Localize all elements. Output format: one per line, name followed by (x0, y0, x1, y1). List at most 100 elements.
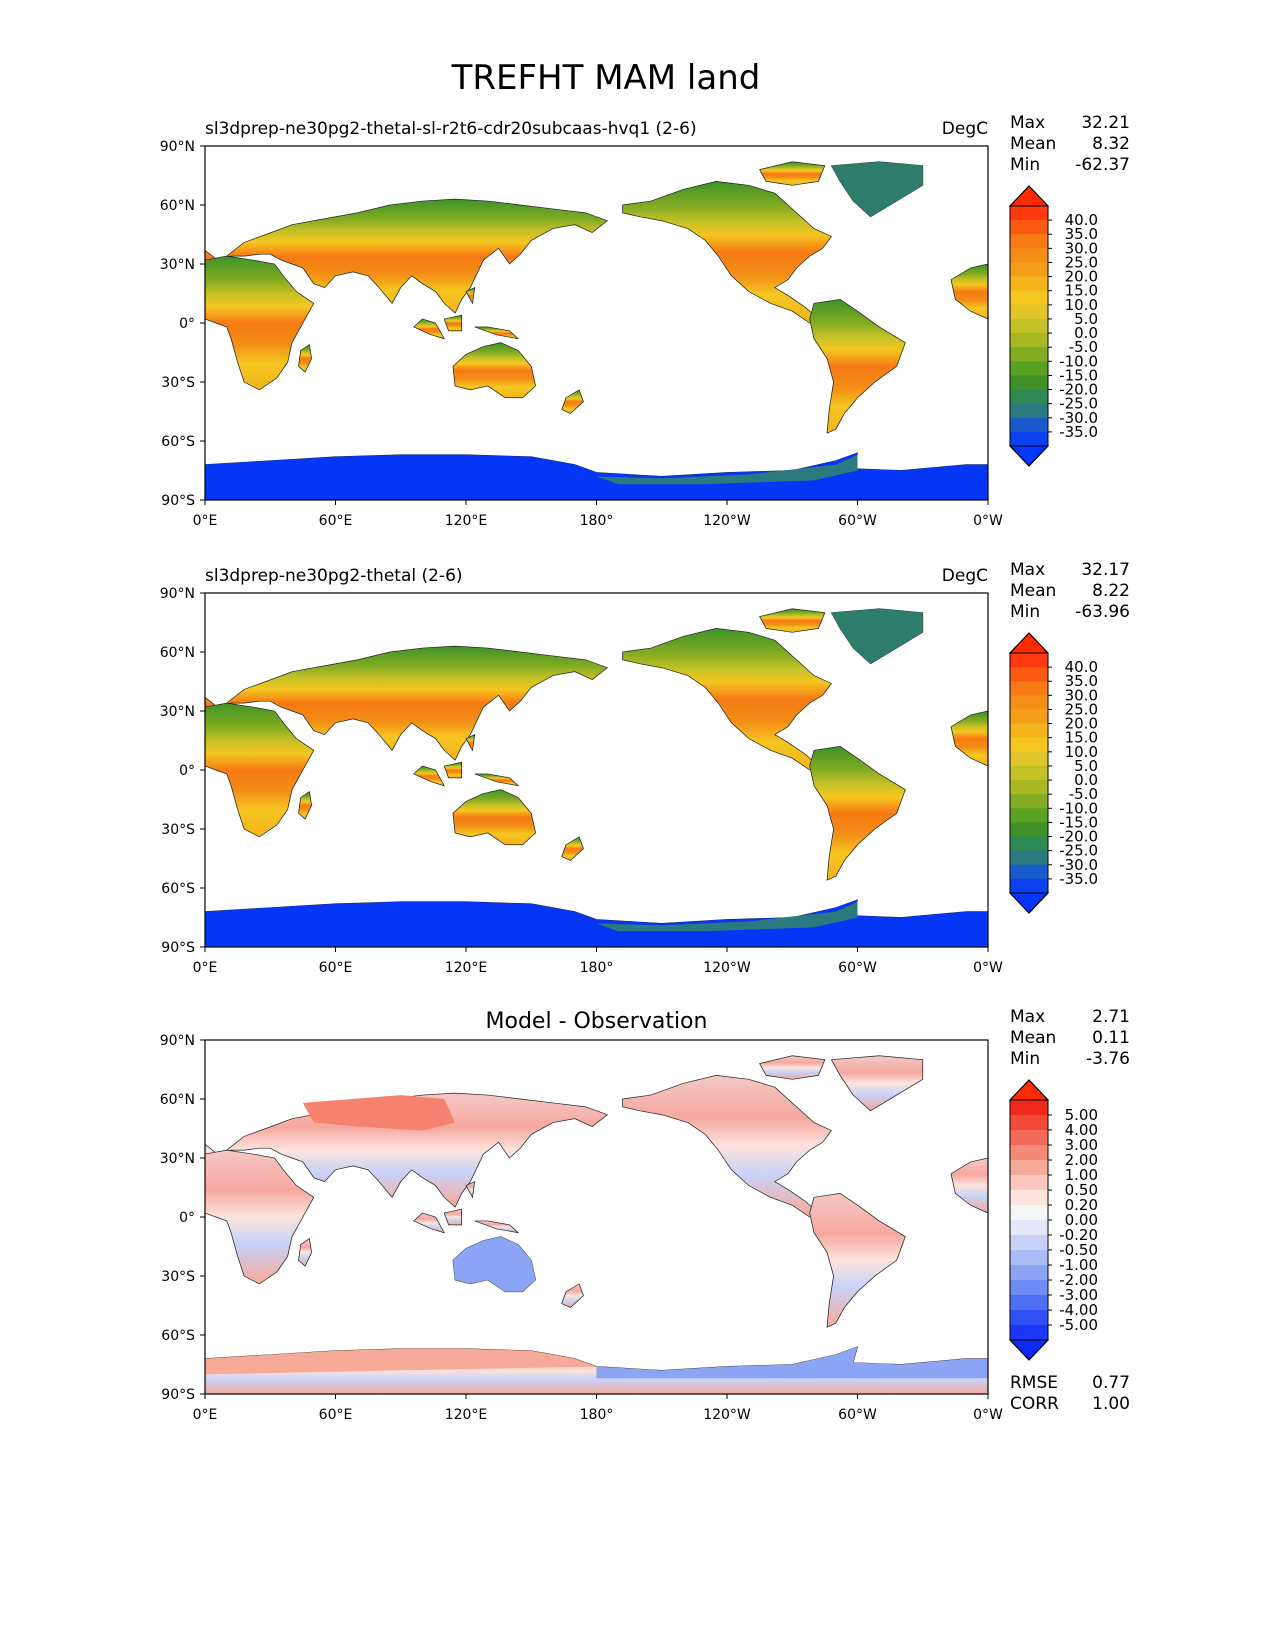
colorbar-label: -35.0 (1059, 423, 1098, 441)
lat-tick-label: 30°S (161, 1269, 195, 1285)
map-panel-3: 90°N 60°N 30°N 0° 30°S 60°S 90°S 0°E 60°E 120°E 18… (160, 1007, 1130, 1423)
lon-tick-label: 120°W (703, 1407, 751, 1423)
colorbar-segment (1010, 1145, 1048, 1161)
colorbar-top-extend (1008, 1079, 1050, 1101)
colorbar-label: 15.0 (1065, 729, 1098, 747)
colorbar-segment (1010, 808, 1048, 823)
stat-value: 32.21 (1081, 113, 1130, 133)
colorbar-segment (1010, 1280, 1048, 1296)
colorbar-label: 40.0 (1065, 658, 1098, 676)
lat-tick-label: 0° (179, 1210, 195, 1226)
colorbar-label: -35.0 (1059, 870, 1098, 888)
lat-tick-label: 30°N (160, 704, 195, 720)
colorbar-segment (1010, 751, 1048, 767)
colorbar-top-extend (1008, 632, 1050, 654)
colorbar-label: 35.0 (1065, 672, 1098, 690)
colorbar-segment (1010, 878, 1048, 894)
antarctica-diff-west (596, 1346, 988, 1379)
stat-label: Mean (1010, 134, 1056, 154)
colorbar-segment (1010, 304, 1048, 320)
colorbar-label: 25.0 (1065, 253, 1098, 271)
lon-tick-label: 120°E (445, 960, 488, 976)
colorbar-label: 0.00 (1065, 1211, 1098, 1229)
colorbar-label: 0.20 (1065, 1196, 1098, 1214)
colorbar-segment (1010, 850, 1048, 866)
land-field (205, 1054, 988, 1394)
lon-tick-label: 180° (580, 960, 614, 976)
lon-tick-label: 60°W (838, 1407, 877, 1423)
colorbar-label: 1.00 (1065, 1166, 1098, 1184)
colorbar-segment (1010, 737, 1048, 753)
colorbar-label: 4.00 (1065, 1121, 1098, 1139)
colorbar-label: 3.00 (1065, 1136, 1098, 1154)
colorbar-label: 25.0 (1065, 700, 1098, 718)
colorbar-label: -0.20 (1059, 1226, 1098, 1244)
antarctica-diff-east (205, 1348, 597, 1375)
lon-tick-label: 0°E (193, 960, 218, 976)
colorbar-label: 5.0 (1074, 757, 1098, 775)
stat-label: Mean (1010, 581, 1056, 601)
stat-label: Min (1010, 602, 1040, 622)
lat-tick-label: 60°S (161, 881, 195, 897)
colorbar-label: -5.00 (1059, 1316, 1098, 1334)
west-antarctica-field (596, 454, 858, 485)
lat-tick-label: 0° (179, 316, 195, 332)
siberia-diff-field (302, 1095, 456, 1131)
colorbar: 40.035.030.025.020.015.010.05.00.0-5.0-1… (1008, 185, 1098, 467)
lat-tick-label: 30°S (161, 375, 195, 391)
lat-tick-label: 90°S (161, 1387, 195, 1403)
colorbar-label: 35.0 (1065, 225, 1098, 243)
colorbar-label: 15.0 (1065, 282, 1098, 300)
colorbar-segment (1010, 681, 1048, 696)
colorbar-label: -15.0 (1059, 366, 1098, 384)
colorbar-segment (1010, 1310, 1048, 1326)
colorbar-bottom-extend (1008, 445, 1050, 467)
stat-label: CORR (1010, 1394, 1059, 1414)
colorbar-bottom-extend (1008, 1339, 1050, 1361)
colorbar-label: -25.0 (1059, 842, 1098, 860)
colorbar-label: 40.0 (1065, 211, 1098, 229)
colorbar-label: 0.0 (1074, 771, 1098, 789)
lat-tick-label: 0° (179, 763, 195, 779)
stat-label: Max (1010, 113, 1045, 133)
stat-value: -3.76 (1086, 1049, 1130, 1069)
map-panel-2: 90°N 60°N 30°N 0° 30°S 60°S 90°S 0°E 60°E 120°E 18… (160, 560, 1130, 976)
lat-tick-label: 60°S (161, 1328, 195, 1344)
lon-tick-label: 0°W (973, 960, 1003, 976)
antarctica-field (205, 452, 988, 500)
lat-tick-label: 60°N (160, 645, 195, 661)
colorbar-segment (1010, 836, 1048, 852)
stat-label: Min (1010, 1049, 1040, 1069)
colorbar-label: -10.0 (1059, 352, 1098, 370)
colorbar-label: -5.0 (1069, 338, 1098, 356)
colorbar-segment (1010, 333, 1048, 348)
panel-units: DegC (942, 119, 988, 139)
colorbar-segment (1010, 709, 1048, 725)
colorbar-label: -10.0 (1059, 799, 1098, 817)
colorbar-label: 5.00 (1065, 1106, 1098, 1124)
colorbar-segment (1010, 206, 1048, 221)
lon-tick-label: 0°W (973, 513, 1003, 529)
colorbar-label: 2.00 (1065, 1151, 1098, 1169)
colorbar-segment (1010, 1250, 1048, 1266)
australia-diff-field (452, 1236, 536, 1292)
colorbar-segment (1010, 248, 1048, 263)
stat-label: RMSE (1010, 1373, 1058, 1393)
lon-tick-label: 120°W (703, 960, 751, 976)
colorbar-label: -15.0 (1059, 813, 1098, 831)
figure-title: TREFHT MAM land (451, 58, 761, 98)
colorbar-segment (1010, 389, 1048, 405)
map-panel-1: 90°N 60°N 30°N 0° 30°S 60°S 90°S 0°E 60°E 120°E 18… (160, 113, 1130, 529)
colorbar-segment (1010, 276, 1048, 292)
stat-value: 8.32 (1092, 134, 1130, 154)
colorbar-segment (1010, 1130, 1048, 1146)
colorbar-segment (1010, 1220, 1048, 1236)
colorbar-segment (1010, 653, 1048, 668)
colorbar-segment (1010, 765, 1048, 781)
colorbar-segment (1010, 234, 1048, 249)
lat-tick-label: 60°N (160, 198, 195, 214)
colorbar-label: -5.0 (1069, 785, 1098, 803)
colorbar-segment (1010, 1175, 1048, 1191)
colorbar-segment (1010, 1205, 1048, 1221)
colorbar-segment (1010, 262, 1048, 278)
